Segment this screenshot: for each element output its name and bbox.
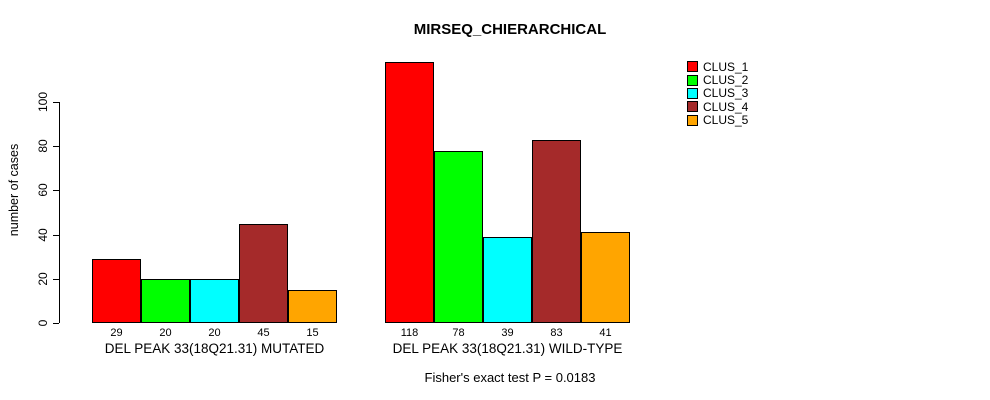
bar-value-label: 83 [550, 327, 563, 339]
footer-note: Fisher's exact test P = 0.0183 [424, 370, 596, 385]
y-tick [53, 146, 59, 148]
group-label: DEL PEAK 33(18Q21.31) MUTATED [104, 341, 325, 356]
bar-value-label: 118 [400, 327, 419, 339]
bar-clus_5-group1 [288, 289, 337, 323]
y-tick [53, 278, 59, 280]
legend-item-clus_2: CLUS_2 [687, 73, 749, 88]
bar-value-label: 45 [257, 327, 270, 339]
legend-swatch [687, 114, 698, 126]
legend-item-clus_5: CLUS_5 [687, 113, 749, 128]
legend-label: CLUS_1 [703, 59, 749, 74]
legend: CLUS_1 CLUS_2 CLUS_3 CLUS_4 CLUS_5 [687, 60, 748, 127]
bar-clus_2-group2 [434, 150, 483, 323]
legend-item-clus_1: CLUS_1 [687, 59, 749, 74]
bar-clus_4-group1 [239, 223, 288, 323]
bar-clus_3-group1 [190, 278, 239, 323]
legend-swatch [687, 74, 698, 86]
y-tick-label: 100 [36, 91, 50, 113]
y-tick-label: 20 [36, 272, 50, 286]
bar-value-label: 39 [501, 327, 514, 339]
y-tick-label: 40 [36, 227, 50, 242]
y-tick-label: 0 [36, 319, 50, 327]
bar-clus_1-group2 [385, 62, 434, 323]
legend-label: CLUS_3 [703, 86, 749, 101]
y-tick-label: 60 [36, 183, 50, 198]
legend-swatch [687, 87, 698, 99]
group-label: DEL PEAK 33(18Q21.31) WILD-TYPE [392, 341, 623, 356]
bar-clus_5-group2 [581, 232, 630, 323]
legend-label: CLUS_2 [703, 73, 749, 88]
y-tick [53, 234, 59, 236]
bar-value-label: 29 [110, 327, 123, 339]
chart-title: MIRSEQ_CHIERARCHICAL [413, 21, 607, 38]
legend-label: CLUS_5 [703, 113, 749, 128]
bar-clus_1-group1 [92, 258, 141, 323]
legend-label: CLUS_4 [703, 99, 749, 114]
legend-item-clus_3: CLUS_3 [687, 86, 749, 101]
y-tick [53, 190, 59, 192]
y-tick [53, 323, 59, 324]
bar-clus_3-group2 [483, 236, 532, 323]
bar-clus_4-group2 [532, 139, 581, 323]
y-tick [53, 102, 59, 103]
legend-swatch [687, 61, 698, 73]
y-axis-label: number of cases [7, 143, 21, 237]
bar-value-label: 41 [599, 327, 612, 339]
legend-swatch [687, 101, 698, 113]
bar-clus_2-group1 [141, 278, 190, 323]
legend-item-clus_4: CLUS_4 [687, 99, 749, 114]
bar-value-label: 20 [159, 327, 172, 339]
bar-value-label: 15 [306, 327, 319, 339]
bar-value-label: 78 [452, 327, 465, 339]
y-tick-label: 80 [36, 139, 50, 153]
y-axis-line [59, 102, 60, 323]
bar-value-label: 20 [208, 327, 221, 339]
